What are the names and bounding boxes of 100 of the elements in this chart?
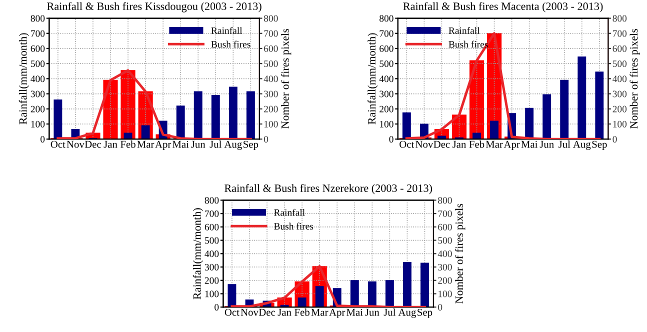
y-axis-title: Rainfall(mm/month) <box>192 208 204 300</box>
y-axis-title: Rainfall(mm/month) <box>18 33 30 124</box>
y-tick-label: 800 <box>30 15 45 22</box>
chart-title: Rainfall & Bush fires Nzerekore (2003 - 2013) <box>224 184 432 194</box>
y-tick-label: 600 <box>380 45 394 52</box>
legend-label: Rainfall <box>274 208 305 216</box>
y-tick-label: 0 <box>389 136 394 143</box>
x-tick-label: Sep <box>418 308 432 318</box>
y-tick-label: 400 <box>204 250 219 258</box>
y2-tick-label: 600 <box>264 45 278 52</box>
x-tick-label: Mai <box>521 140 538 148</box>
y-tick-label: 700 <box>205 210 219 218</box>
y2-axis-title: Nomber of fires pixels <box>630 28 640 129</box>
y2-tick-label: 0 <box>612 136 617 143</box>
y-tick-label: 100 <box>380 120 394 128</box>
y2-tick-label: 700 <box>438 210 452 218</box>
x-tick-label: Jun <box>540 140 554 148</box>
y-axis-title: Rainfall(mm/month) <box>368 33 378 124</box>
y-tick-label: 300 <box>30 90 45 98</box>
y-tick-label: 100 <box>205 290 219 298</box>
x-tick-label: Aug <box>398 308 416 318</box>
y2-axis-title: Nomber of fires pixels <box>455 204 466 304</box>
y-tick-label: 800 <box>380 15 394 22</box>
x-tick-label: Mai <box>346 308 363 316</box>
chart-title: Rainfall & Bush fires Macenta (2003 - 2013) <box>403 2 603 12</box>
y2-tick-label: 400 <box>612 76 627 82</box>
y-tick-label: 400 <box>30 76 45 82</box>
x-tick-label: Aug <box>573 140 591 150</box>
y-tick-label: 600 <box>30 45 45 52</box>
x-tick-label: Mar <box>311 308 328 316</box>
legend-label: Bush fires <box>211 40 250 48</box>
y2-tick-label: 100 <box>438 290 452 298</box>
y2-tick-label: 700 <box>264 30 278 37</box>
y2-tick-label: 300 <box>264 90 278 98</box>
x-tick-label: Nov <box>240 308 258 316</box>
x-tick-label: Aug <box>224 140 242 150</box>
y2-tick-label: 500 <box>264 60 278 68</box>
y2-tick-label: 500 <box>438 237 452 244</box>
x-tick-label: Nov <box>66 140 84 148</box>
y-tick-label: 200 <box>204 277 219 284</box>
y2-tick-label: 100 <box>613 120 627 128</box>
y2-tick-label: 400 <box>264 76 278 82</box>
x-tick-label: Mar <box>486 140 503 148</box>
legend-label: Rainfall <box>211 26 242 34</box>
y-tick-label: 700 <box>380 30 394 37</box>
x-tick-label: Oct <box>224 308 240 316</box>
x-tick-label: Dec <box>434 140 450 148</box>
x-tick-label: Mai <box>172 140 189 148</box>
chart-title: Rainfall & Bush fires Kissdougou (2003 - 2013) <box>47 2 262 12</box>
x-tick-label: Jun <box>365 308 380 316</box>
legend-label: Bush fires <box>274 222 314 230</box>
x-tick-label: Jul <box>384 308 396 316</box>
y-tick-label: 700 <box>31 30 45 37</box>
y2-tick-label: 800 <box>264 15 278 22</box>
x-tick-label: Jul <box>558 140 570 148</box>
x-tick-label: Apr <box>329 308 346 318</box>
y-tick-label: 300 <box>204 264 219 270</box>
y-tick-label: 100 <box>31 120 45 128</box>
x-tick-label: Apr <box>155 140 172 150</box>
x-tick-label: Sep <box>592 140 607 150</box>
x-tick-label: Oct <box>400 140 414 148</box>
y2-tick-label: 500 <box>612 60 627 68</box>
x-tick-label: Feb <box>294 308 310 316</box>
y-tick-label: 400 <box>379 76 394 82</box>
y2-tick-label: 0 <box>438 304 442 311</box>
y2-tick-label: 0 <box>264 136 268 143</box>
y-tick-label: 500 <box>380 60 394 68</box>
x-tick-label: Jun <box>191 140 206 148</box>
x-tick-label: Apr <box>504 140 520 150</box>
x-tick-label: Jul <box>210 140 222 148</box>
x-tick-label: Nov <box>416 140 434 148</box>
y-tick-label: 500 <box>205 237 219 244</box>
y2-tick-label: 200 <box>438 277 452 284</box>
x-tick-label: Feb <box>120 140 136 148</box>
y-tick-label: 500 <box>30 60 45 68</box>
y2-tick-label: 800 <box>438 197 452 204</box>
x-tick-label: Dec <box>84 140 102 148</box>
x-tick-label: Jan <box>452 140 466 148</box>
x-tick-label: Dec <box>258 308 276 316</box>
y-tick-label: 200 <box>30 106 45 112</box>
x-tick-label: Jan <box>278 308 292 316</box>
y-tick-label: 600 <box>204 224 219 230</box>
y2-tick-label: 100 <box>264 120 278 128</box>
y2-tick-label: 300 <box>612 90 627 98</box>
x-tick-label: Feb <box>469 140 484 148</box>
x-tick-label: Mar <box>137 140 154 148</box>
y2-tick-label: 200 <box>264 106 278 112</box>
y-tick-label: 0 <box>40 136 45 143</box>
y-tick-label: 800 <box>204 197 219 204</box>
legend-label: Rainfall <box>448 26 480 34</box>
y2-axis-title: Nomber of fires pixels <box>280 28 292 129</box>
y-tick-label: 200 <box>380 106 394 112</box>
x-tick-label: Oct <box>50 140 66 148</box>
x-tick-label: Jan <box>104 140 118 148</box>
y2-tick-label: 400 <box>438 250 452 258</box>
y2-tick-label: 600 <box>612 45 627 52</box>
y2-tick-label: 600 <box>438 224 452 230</box>
y2-tick-label: 200 <box>612 106 627 112</box>
y2-tick-label: 800 <box>612 15 627 22</box>
y2-tick-label: 300 <box>438 264 452 270</box>
